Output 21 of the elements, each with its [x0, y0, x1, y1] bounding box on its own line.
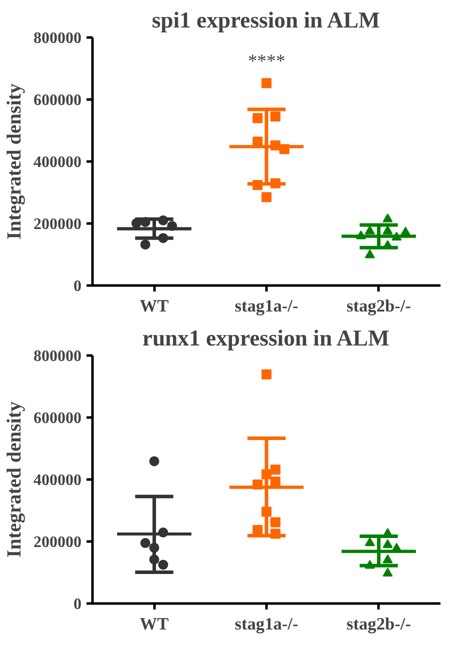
y-tick-label: 200000 — [34, 534, 82, 551]
y-tick-label: 200000 — [34, 216, 82, 233]
y-tick-label: 600000 — [34, 410, 82, 427]
x-tick-label: stag1a-/- — [234, 614, 298, 634]
x-tick-label: WT — [140, 614, 170, 634]
x-tick-label: stag2b-/- — [346, 614, 412, 634]
y-axis-title: Integrated density — [4, 401, 26, 558]
chart-title: spi1 expression in ALM — [152, 8, 380, 32]
y-tick-label: 0 — [74, 278, 82, 295]
y-tick-label: 400000 — [34, 154, 82, 171]
y-tick-label: 400000 — [34, 472, 82, 489]
y-tick-label: 800000 — [34, 30, 82, 47]
y-tick-label: 600000 — [34, 92, 82, 109]
x-tick-label: stag2b-/- — [346, 296, 412, 316]
x-tick-label: stag1a-/- — [234, 296, 298, 316]
y-tick-label: 0 — [74, 596, 82, 613]
y-tick-label: 800000 — [34, 348, 82, 365]
y-axis-title: Integrated density — [4, 83, 26, 240]
x-tick-label: WT — [140, 296, 170, 316]
annotation: **** — [248, 51, 286, 72]
chart-title: runx1 expression in ALM — [142, 326, 390, 350]
